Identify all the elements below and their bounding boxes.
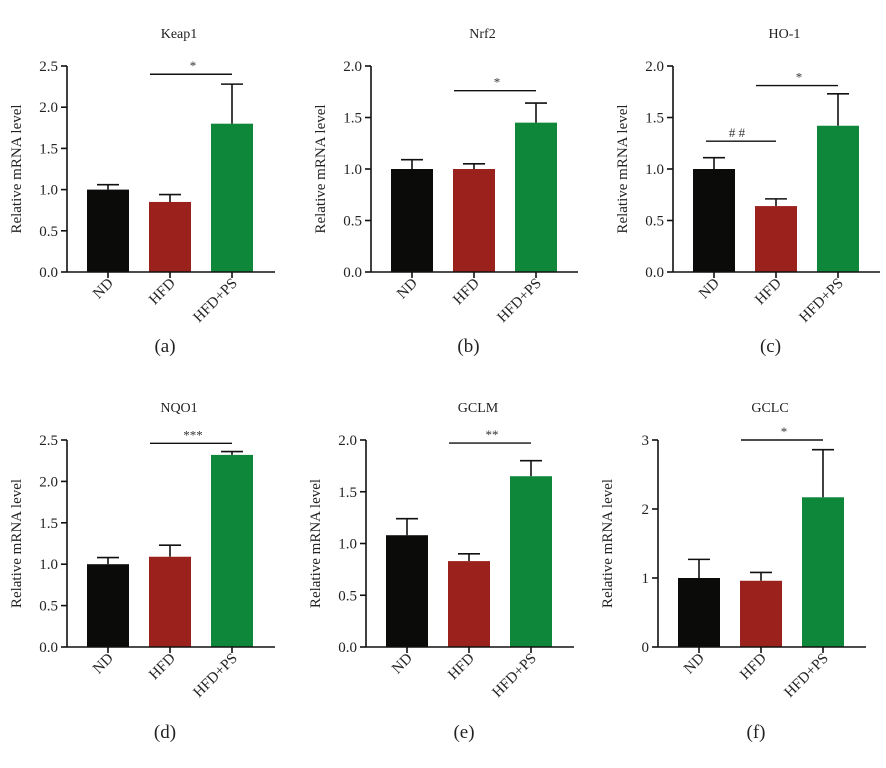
y-tick-label: 0.0 — [343, 265, 362, 281]
bar-hfd-ps — [211, 123, 253, 273]
y-tick-label: 0.0 — [645, 265, 664, 281]
significance-label: * — [796, 70, 803, 85]
x-tick-label: ND — [696, 275, 723, 302]
y-tick-label: 0.5 — [39, 599, 58, 615]
significance-label: ** — [486, 427, 499, 442]
chart-panel-gclc: GCLC Relative mRNA level 0 1 2 3 ND HFD HFD+PS * (… — [600, 401, 866, 743]
y-tick-label: 0 — [642, 640, 650, 656]
y-tick-label: 2.5 — [39, 433, 58, 449]
y-tick-label: 2 — [642, 502, 650, 518]
chart-panel-ho-1: HO-1 Relative mRNA level 0.0 0.5 1.0 1.5 2.0 ND… — [615, 27, 880, 357]
bar-hfd-ps — [211, 454, 253, 647]
y-axis-label: Relative mRNA level — [313, 104, 329, 233]
significance-label: * — [190, 58, 197, 73]
chart-panel-gclm: GCLM Relative mRNA level 0.0 0.5 1.0 1.5 2.0 ND… — [308, 401, 574, 743]
y-tick-label: 0.5 — [338, 588, 357, 604]
bar-nd — [678, 578, 720, 647]
x-tick-label: HFD — [146, 650, 179, 683]
chart-title: Nrf2 — [469, 27, 495, 42]
y-axis-label: Relative mRNA level — [9, 104, 25, 233]
x-tick-label: ND — [394, 275, 421, 302]
chart-panel-nqo1: NQO1 Relative mRNA level 0.0 0.5 1.0 1.5 2.0 2.… — [9, 401, 275, 743]
y-tick-label: 0.0 — [39, 265, 58, 281]
panel-label: (e) — [453, 722, 474, 743]
x-tick-label: ND — [90, 650, 117, 677]
chart-title: NQO1 — [160, 401, 197, 416]
bar-hfd — [149, 556, 191, 647]
x-tick-label: HFD — [737, 650, 770, 683]
significance-label: * — [781, 424, 788, 439]
x-tick-label: HFD+PS — [797, 276, 847, 326]
bar-hfd-ps — [515, 122, 557, 273]
x-tick-label: HFD — [752, 275, 785, 308]
panel-label: (d) — [154, 722, 176, 743]
x-tick-label: HFD+PS — [191, 276, 241, 326]
x-tick-label: ND — [90, 275, 117, 302]
significance-label: * — [494, 75, 501, 90]
bar-hfd — [453, 169, 495, 272]
y-tick-label: 2.0 — [645, 59, 664, 75]
y-axis-label: Relative mRNA level — [600, 479, 616, 608]
y-tick-label: 1.5 — [39, 141, 58, 157]
y-tick-label: 1.0 — [343, 162, 362, 178]
bar-nd — [87, 189, 129, 272]
x-tick-label: HFD — [445, 650, 478, 683]
y-tick-label: 1.0 — [338, 537, 357, 553]
y-tick-label: 0.5 — [343, 214, 362, 230]
bar-hfd — [448, 561, 490, 647]
y-tick-label: 0.5 — [39, 224, 58, 240]
y-axis-label: Relative mRNA level — [308, 479, 324, 608]
y-tick-label: 0.0 — [338, 640, 357, 656]
chart-title: GCLC — [751, 401, 788, 416]
y-tick-label: 1.5 — [39, 516, 58, 532]
y-tick-label: 0.0 — [39, 640, 58, 656]
bar-hfd-ps — [817, 125, 859, 273]
y-tick-label: 1 — [642, 571, 650, 587]
bar-hfd — [149, 201, 191, 272]
significance-label: # # — [729, 125, 746, 140]
significance-label: *** — [183, 427, 203, 442]
chart-panel-nrf2: Nrf2 Relative mRNA level 0.0 0.5 1.0 1.5 2.0 ND… — [313, 27, 578, 357]
x-tick-label: HFD+PS — [490, 651, 540, 701]
chart-panel-keap1: Keap1 Relative mRNA level 0.0 0.5 1.0 1.5 2.0 2… — [9, 27, 275, 357]
panel-label: (a) — [154, 336, 175, 357]
y-axis-label: Relative mRNA level — [9, 479, 25, 608]
x-tick-label: ND — [681, 650, 708, 677]
y-axis-label: Relative mRNA level — [615, 104, 631, 233]
x-tick-label: HFD — [450, 275, 483, 308]
y-tick-label: 0.5 — [645, 214, 664, 230]
chart-title: Keap1 — [161, 27, 198, 42]
x-tick-label: HFD — [146, 275, 179, 308]
y-tick-label: 1.5 — [645, 111, 664, 127]
y-tick-label: 2.0 — [343, 59, 362, 75]
y-tick-label: 2.5 — [39, 59, 58, 75]
y-tick-label: 1.0 — [645, 162, 664, 178]
panel-label: (f) — [747, 722, 766, 743]
bar-hfd-ps — [510, 476, 552, 647]
bar-nd — [693, 169, 735, 272]
chart-title: GCLM — [458, 401, 499, 416]
panel-label: (c) — [760, 336, 781, 357]
x-tick-label: ND — [389, 650, 416, 677]
bar-hfd — [755, 206, 797, 272]
y-tick-label: 2.0 — [39, 100, 58, 116]
y-tick-label: 2.0 — [338, 433, 357, 449]
bar-hfd — [740, 580, 782, 647]
bar-nd — [87, 564, 129, 647]
panel-label: (b) — [457, 336, 479, 357]
x-tick-label: HFD+PS — [191, 651, 241, 701]
y-tick-label: 1.0 — [39, 557, 58, 573]
bar-nd — [391, 169, 433, 272]
y-tick-label: 2.0 — [39, 474, 58, 490]
y-tick-label: 1.5 — [343, 111, 362, 127]
y-tick-label: 1.5 — [338, 485, 357, 501]
bar-nd — [386, 535, 428, 647]
bar-hfd-ps — [802, 497, 844, 647]
y-tick-label: 3 — [642, 433, 650, 449]
x-tick-label: HFD+PS — [495, 276, 545, 326]
y-tick-label: 1.0 — [39, 183, 58, 199]
x-tick-label: HFD+PS — [782, 651, 832, 701]
chart-title: HO-1 — [769, 27, 801, 42]
